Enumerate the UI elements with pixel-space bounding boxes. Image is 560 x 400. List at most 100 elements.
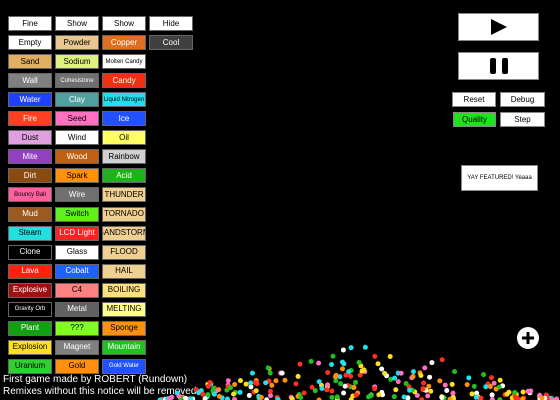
element-button[interactable]: Gold xyxy=(55,358,99,374)
particle xyxy=(345,382,351,388)
element-button[interactable]: Wall xyxy=(8,73,52,89)
element-button[interactable]: Mite xyxy=(8,149,52,165)
element-button[interactable]: Show xyxy=(102,16,146,31)
particle xyxy=(253,388,259,394)
particle xyxy=(330,353,336,359)
add-button[interactable] xyxy=(517,327,539,349)
element-button[interactable]: C4 xyxy=(55,282,99,298)
pause-button[interactable] xyxy=(458,52,539,80)
element-button[interactable]: Copper xyxy=(102,35,146,51)
element-button[interactable]: Mountain xyxy=(102,339,146,355)
particle xyxy=(372,386,378,392)
element-button[interactable]: Ice xyxy=(102,111,146,127)
element-button[interactable]: THUNDER xyxy=(102,187,146,203)
particle xyxy=(353,379,359,385)
element-button[interactable]: Gravity Orb xyxy=(8,301,52,317)
particle xyxy=(333,372,339,378)
element-button[interactable]: Steam xyxy=(8,225,52,241)
element-button[interactable]: Mud xyxy=(8,206,52,222)
element-button[interactable]: Liquid Nitrogen xyxy=(102,92,146,108)
element-button[interactable]: Sand xyxy=(8,54,52,70)
element-button[interactable]: Explosive xyxy=(8,282,52,298)
element-button[interactable]: ??? xyxy=(55,320,99,336)
particle xyxy=(208,381,214,387)
particle xyxy=(355,390,361,396)
particle xyxy=(212,388,218,394)
element-button[interactable]: Sodium xyxy=(55,54,99,70)
element-button[interactable]: Seed xyxy=(55,111,99,127)
element-button[interactable]: Powder xyxy=(55,35,99,51)
pause-icon xyxy=(490,58,508,74)
element-button[interactable]: Oil xyxy=(102,130,146,146)
element-button[interactable]: Uranium xyxy=(8,358,52,374)
element-button[interactable]: Cool xyxy=(149,35,193,51)
element-button[interactable]: Gold Water xyxy=(102,358,146,374)
element-button[interactable]: SANDSTORM xyxy=(102,225,146,241)
element-button[interactable]: Lava xyxy=(8,263,52,279)
element-button[interactable]: Wood xyxy=(55,149,99,165)
particle xyxy=(485,381,491,387)
element-button[interactable]: TORNADO xyxy=(102,206,146,222)
element-button[interactable]: Molten Candy xyxy=(102,54,146,70)
element-button[interactable]: Show xyxy=(55,16,99,31)
element-button[interactable]: Dust xyxy=(8,130,52,146)
element-button[interactable]: Fine xyxy=(8,16,52,31)
element-button[interactable]: Water xyxy=(8,92,52,108)
particle xyxy=(515,396,521,400)
element-button[interactable]: Clay xyxy=(55,92,99,108)
element-button[interactable]: HAIL xyxy=(102,263,146,279)
element-button[interactable]: Glass xyxy=(55,244,99,260)
element-button[interactable]: Metal xyxy=(55,301,99,317)
element-button[interactable]: MELTING xyxy=(102,301,146,317)
element-button[interactable]: Cobalt xyxy=(55,263,99,279)
element-button[interactable]: Spark xyxy=(55,168,99,184)
element-button[interactable]: Acid xyxy=(102,168,146,184)
particle xyxy=(308,358,314,364)
element-button[interactable]: Magnet xyxy=(55,339,99,355)
element-button[interactable]: Empty xyxy=(8,35,52,51)
element-button[interactable]: Fire xyxy=(8,111,52,127)
particle xyxy=(268,393,274,399)
particle xyxy=(341,390,347,396)
element-button[interactable]: Dirt xyxy=(8,168,52,184)
particle xyxy=(211,385,217,391)
element-button[interactable]: Bouncy Ball xyxy=(8,187,52,203)
element-button[interactable]: Sponge xyxy=(102,320,146,336)
element-button[interactable]: FLOOD xyxy=(102,244,146,260)
particle xyxy=(232,382,238,388)
particle xyxy=(211,385,217,391)
quality-button[interactable]: Quality xyxy=(453,112,496,127)
element-button[interactable]: Candy xyxy=(102,73,146,89)
debug-button[interactable]: Debug xyxy=(500,92,545,107)
particle xyxy=(351,384,357,390)
particle xyxy=(263,380,269,386)
particle xyxy=(379,389,385,395)
element-button[interactable]: Switch xyxy=(55,206,99,222)
particle xyxy=(339,359,345,365)
element-button[interactable]: Plant xyxy=(8,320,52,336)
particle xyxy=(375,361,381,367)
particle xyxy=(246,393,252,399)
step-button[interactable]: Step xyxy=(500,112,545,127)
element-button[interactable]: Hide xyxy=(149,16,193,31)
element-button[interactable]: Wire xyxy=(55,187,99,203)
particle xyxy=(325,369,331,375)
particle xyxy=(368,392,374,398)
element-button[interactable]: BOILING xyxy=(102,282,146,298)
element-button[interactable]: Rainbow xyxy=(102,149,146,165)
element-button[interactable]: Wind xyxy=(55,130,99,146)
particle xyxy=(475,394,481,400)
particle xyxy=(410,369,416,375)
particle xyxy=(266,366,272,372)
play-button[interactable] xyxy=(458,13,539,41)
particle xyxy=(418,372,424,378)
reset-button[interactable]: Reset xyxy=(452,92,496,107)
element-button[interactable]: Clone xyxy=(8,244,52,260)
particle xyxy=(205,383,211,389)
element-button[interactable]: Cohesistone xyxy=(55,73,99,89)
particle xyxy=(420,387,426,393)
element-button[interactable]: LCD Light xyxy=(55,225,99,241)
particle xyxy=(442,382,448,388)
element-button[interactable]: Explosion xyxy=(8,339,52,355)
particle xyxy=(295,373,301,379)
